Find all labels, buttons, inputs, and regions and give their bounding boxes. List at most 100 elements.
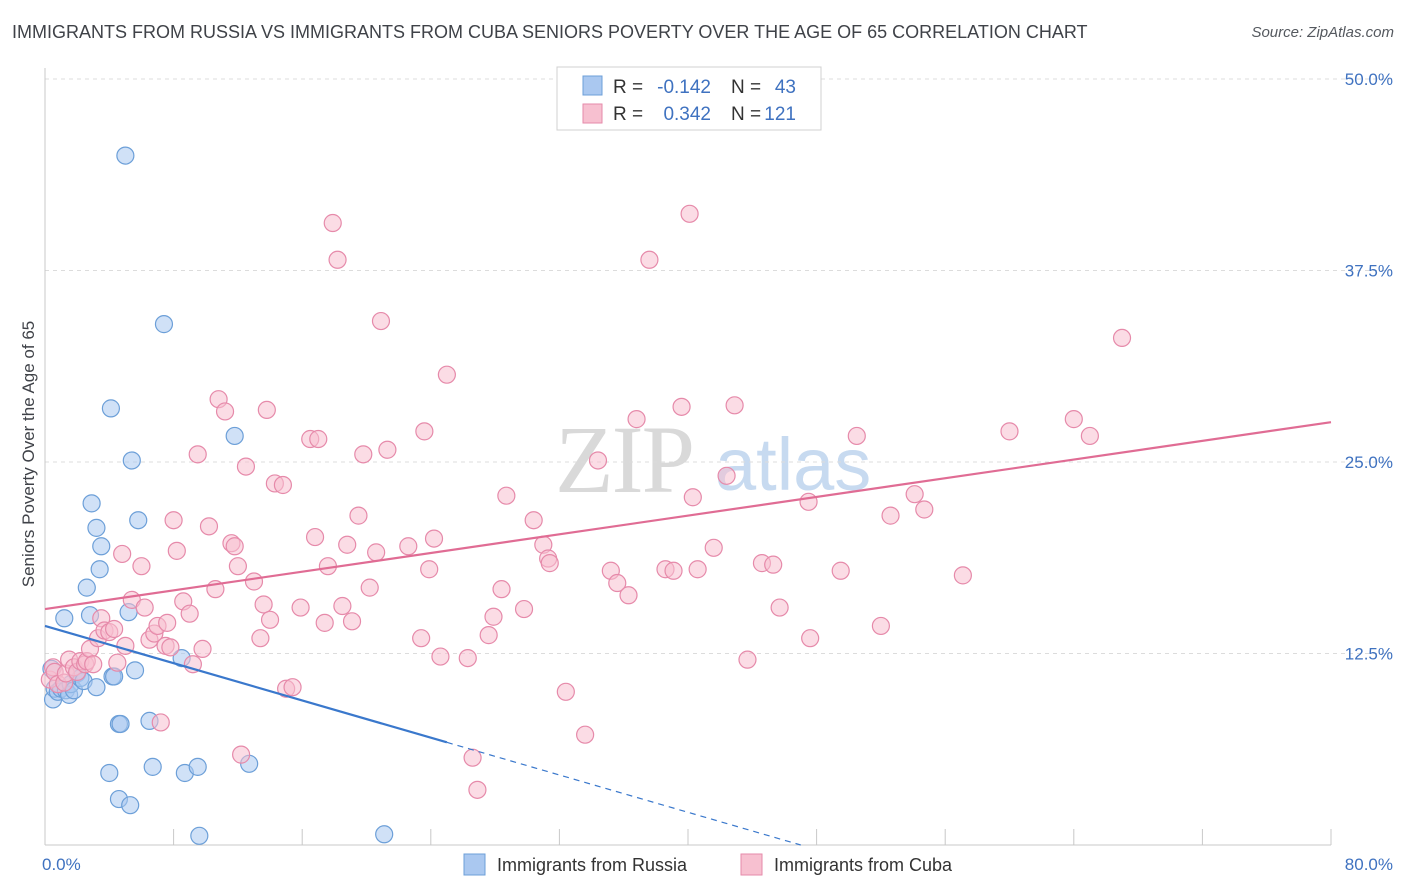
cuba-point-33 (167, 541, 186, 560)
russia-point-17 (90, 560, 109, 579)
cuba-point-13 (84, 655, 103, 674)
cuba-point-126 (1112, 328, 1132, 348)
cuba-point-114 (799, 492, 818, 511)
russia-point-20 (101, 399, 121, 418)
cuba-point-81 (458, 648, 477, 668)
cuba-point-99 (627, 410, 646, 429)
x-tick-label-0: 0.0% (42, 855, 81, 874)
cuba-point-103 (672, 397, 691, 416)
cuba-point-64 (328, 250, 347, 269)
russia-point-37 (188, 757, 207, 776)
cuba-point-87 (497, 486, 516, 505)
legend-russia-swatch (582, 75, 603, 96)
cuba-point-70 (360, 578, 379, 597)
cuba-trend-line (44, 421, 1332, 611)
x-tick-labels: 0.0% 80.0% (42, 855, 1393, 874)
russia-point-30 (125, 661, 145, 680)
cuba-point-100 (640, 250, 659, 269)
y-axis-title: Seniors Poverty Over the Age of 65 (19, 321, 38, 587)
cuba-point-46 (232, 745, 251, 764)
cuba-point-19 (108, 653, 127, 672)
correlation-legend: R = -0.142 N = 43 R = 0.342 N = 121 (556, 66, 822, 131)
watermark: ZIP atlas (555, 406, 871, 513)
cuba-point-60 (309, 429, 328, 449)
cuba-point-122 (953, 566, 972, 585)
cuba-point-118 (871, 616, 891, 636)
cuba-point-31 (161, 638, 180, 657)
cuba-point-119 (881, 506, 900, 525)
cuba-point-116 (831, 561, 850, 580)
cuba-point-106 (688, 560, 707, 579)
cuba-point-79 (431, 647, 450, 666)
cuba-point-63 (323, 213, 342, 233)
cuba-point-117 (847, 426, 866, 446)
cuba-points (40, 204, 1132, 799)
cuba-point-98 (619, 586, 638, 605)
legend-cuba-n-value: 121 (764, 104, 796, 125)
cuba-point-74 (399, 537, 418, 556)
y-tick-label-0: 12.5% (1345, 645, 1393, 664)
cuba-point-73 (378, 440, 397, 459)
legend-russia-n-label: N = (731, 77, 761, 98)
cuba-point-123 (1000, 422, 1019, 441)
cuba-point-107 (704, 538, 723, 557)
cuba-point-104 (680, 204, 699, 223)
russia-point-19 (100, 763, 119, 783)
cuba-point-80 (437, 365, 456, 384)
series-legend: Immigrants from Russia Immigrants from C… (463, 853, 953, 876)
cuba-point-57 (291, 598, 310, 617)
cuba-point-56 (283, 678, 302, 697)
trend-lines (44, 421, 1332, 846)
cuba-point-94 (576, 725, 595, 744)
legend-cuba-r-value: 0.342 (663, 104, 711, 125)
cuba-point-61 (315, 613, 334, 632)
russia-point-42 (87, 678, 106, 697)
legend-cuba-r-label: R = (613, 104, 643, 125)
cuba-point-59 (305, 527, 325, 547)
cuba-point-66 (338, 535, 357, 554)
cuba-point-69 (354, 445, 373, 464)
russia-point-25 (111, 714, 130, 734)
x-tick-label-1: 80.0% (1345, 855, 1393, 874)
cuba-point-93 (556, 682, 575, 701)
chart-source: Source: ZipAtlas.com (1251, 24, 1394, 41)
cuba-point-38 (193, 639, 212, 659)
cuba-point-24 (135, 598, 154, 617)
y-tick-label-1: 25.0% (1345, 453, 1393, 472)
axes (44, 68, 1332, 846)
cuba-point-109 (725, 396, 744, 415)
cuba-point-45 (228, 557, 247, 576)
russia-point-29 (122, 451, 141, 470)
russia-trend-extension (446, 741, 801, 846)
legend-russia-n-value: 43 (775, 77, 796, 98)
cuba-point-71 (367, 543, 386, 562)
russia-point-18 (92, 537, 111, 556)
russia-point-28 (121, 796, 140, 815)
cuba-point-110 (738, 650, 757, 669)
cuba-point-44 (225, 537, 244, 556)
russia-point-16 (87, 518, 106, 537)
cuba-point-84 (479, 626, 498, 645)
cuba-point-112 (764, 555, 783, 574)
russia-point-5 (55, 609, 74, 628)
cuba-point-68 (349, 506, 368, 525)
cuba-point-121 (915, 500, 934, 519)
cuba-point-85 (484, 607, 503, 626)
russia-point-41 (375, 825, 394, 844)
cuba-point-102 (664, 561, 683, 580)
cuba-point-95 (588, 451, 608, 470)
cuba-point-82 (463, 748, 482, 767)
cuba-point-48 (244, 572, 264, 591)
cuba-point-97 (608, 573, 627, 593)
cuba-point-113 (770, 598, 789, 617)
cuba-point-108 (717, 466, 736, 485)
cuba-point-105 (683, 488, 702, 507)
russia-point-13 (77, 578, 96, 597)
legend-russia-r-value: -0.142 (657, 77, 711, 98)
cuba-point-23 (132, 557, 151, 576)
russia-point-33 (143, 757, 162, 776)
cuba-point-88 (514, 599, 534, 619)
cuba-point-52 (260, 610, 280, 629)
cuba-point-67 (342, 612, 362, 631)
